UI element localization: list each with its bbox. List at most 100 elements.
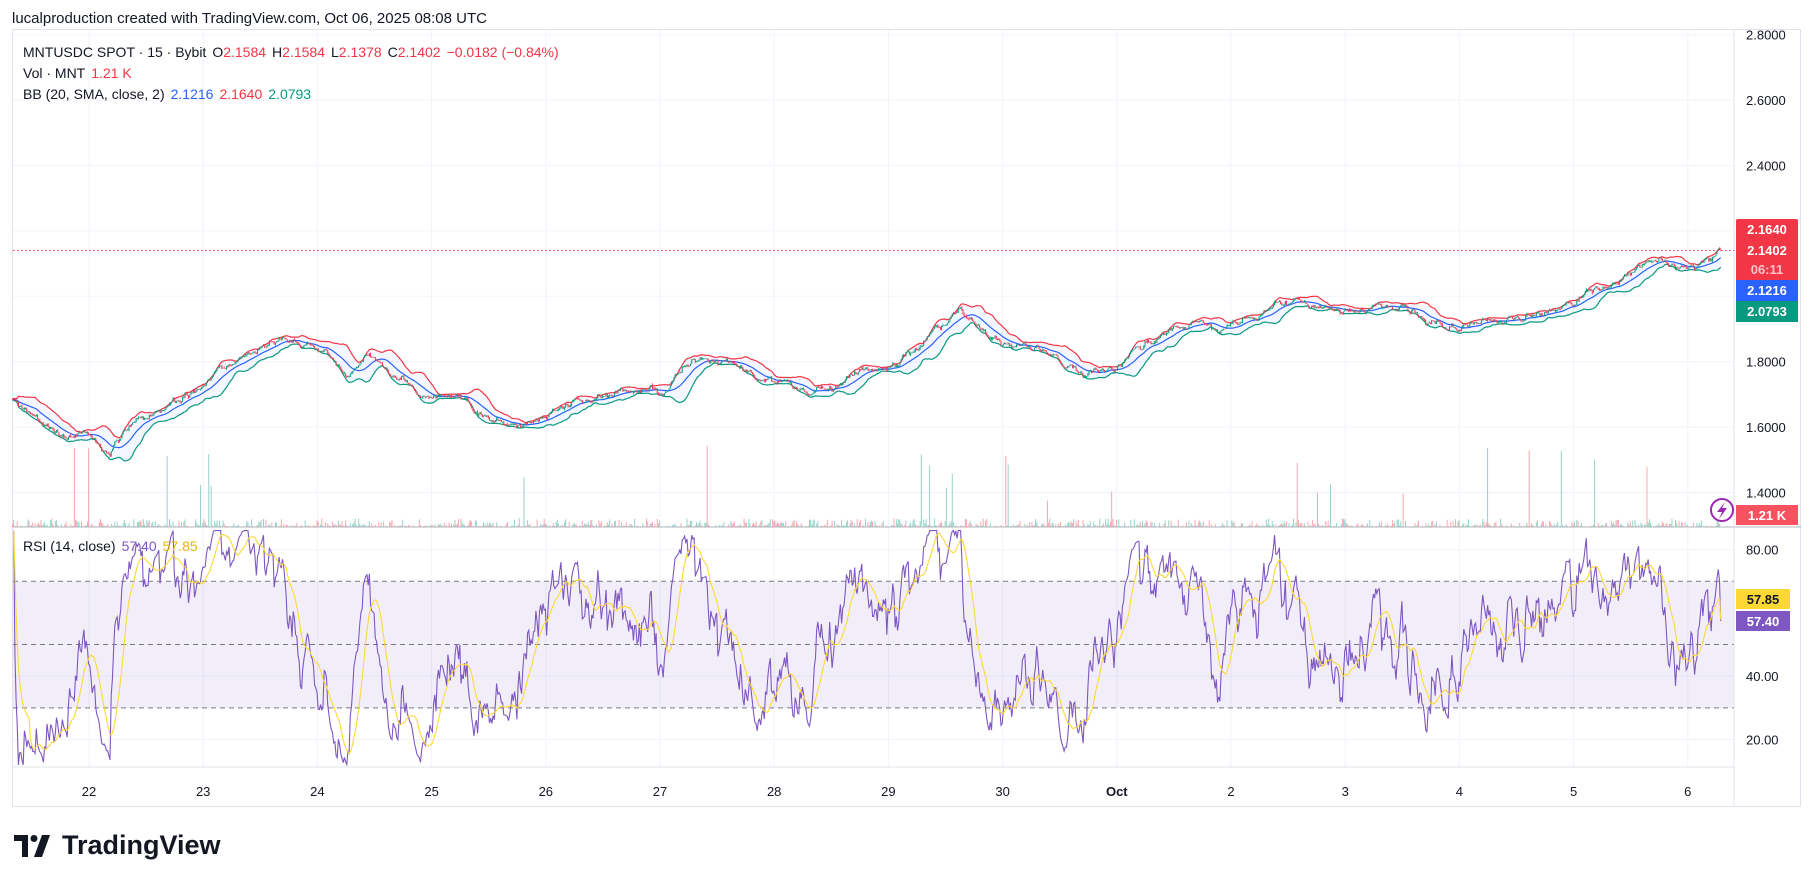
volume-bar (766, 524, 768, 527)
volume-bar (1532, 524, 1534, 527)
candle-body (1151, 343, 1153, 344)
candle-body (461, 398, 463, 400)
candle-body (180, 401, 182, 403)
volume-bar (1043, 523, 1045, 527)
volume-bar (1176, 525, 1178, 527)
volume-bar (172, 521, 174, 527)
candle-body (531, 422, 533, 423)
volume-bar (461, 522, 463, 527)
candle-body (1263, 310, 1265, 314)
candle-body (130, 424, 132, 427)
volume-bar (656, 518, 658, 527)
bb-lower-line (12, 263, 1722, 462)
candle-body (1513, 318, 1515, 320)
candle-body (1095, 368, 1097, 370)
volume-bar (617, 525, 619, 527)
candle-body (1333, 309, 1335, 311)
candle-body (1663, 260, 1665, 262)
candle-body (458, 395, 460, 397)
candle-body (1312, 305, 1314, 308)
candle-body (756, 378, 758, 381)
volume-bar (1151, 522, 1153, 527)
candle-body (1487, 318, 1489, 321)
candle-body (335, 361, 337, 366)
candle-body (1610, 285, 1612, 287)
candle-body (552, 409, 554, 412)
candle-body (1179, 327, 1180, 329)
candle-body (790, 382, 791, 383)
candle-body (234, 362, 236, 365)
volume-bar (1664, 525, 1666, 527)
volume-bar (1211, 524, 1213, 527)
candle-body (448, 394, 450, 396)
candle-body (1244, 316, 1246, 319)
candle-body (401, 376, 402, 380)
rsi-legend[interactable]: RSI (14, close) 57.40 57.85 (23, 538, 204, 554)
candle-body (1647, 260, 1649, 262)
candle-body (663, 393, 665, 396)
candle-body (801, 388, 803, 390)
candle-body (765, 379, 766, 382)
candle-body (1025, 343, 1027, 347)
candle-body (297, 342, 299, 344)
lightning-icon[interactable] (1710, 498, 1734, 522)
volume-bar (817, 520, 819, 527)
volume-bar (1326, 525, 1328, 527)
volume-legend[interactable]: Vol · MNT 1.21 K (23, 65, 138, 81)
volume-bar (424, 525, 426, 527)
volume-bar (1032, 525, 1034, 527)
candle-body (316, 348, 318, 350)
candle-body (1450, 326, 1452, 328)
volume-bar (464, 525, 466, 527)
volume-bar (1108, 524, 1110, 527)
volume-bar (81, 521, 82, 527)
candle-body (1401, 303, 1403, 306)
candle-body (323, 349, 325, 352)
volume-bar (805, 525, 807, 527)
candle-body (1014, 346, 1016, 348)
candle-body (64, 436, 66, 438)
volume-bar (944, 521, 946, 527)
candle-body (537, 420, 539, 422)
volume-bar (1700, 525, 1701, 527)
rsi-tick-label: 40.00 (1746, 669, 1779, 684)
candle-body (1418, 314, 1420, 318)
volume-bar (767, 524, 769, 527)
symbol-name[interactable]: MNTUSDC SPOT · 15 · Bybit (23, 44, 207, 60)
candle-body (289, 340, 291, 343)
candle-body (251, 353, 253, 355)
volume-bar (36, 524, 38, 527)
volume-bar (1188, 520, 1190, 527)
volume-bar (1641, 524, 1643, 527)
symbol-legend[interactable]: MNTUSDC SPOT · 15 · Bybit O2.1584 H2.1584 L… (23, 44, 565, 60)
candle-body (686, 364, 688, 367)
candle-body (792, 386, 794, 389)
candle-body (1483, 318, 1485, 320)
candle-body (1300, 299, 1302, 302)
candle-body (1446, 329, 1448, 330)
tradingview-logo[interactable]: TradingView (14, 830, 221, 861)
candle-body (845, 376, 847, 381)
bb-legend[interactable]: BB (20, SMA, close, 2) 2.1216 2.1640 2.0793 (23, 86, 317, 102)
volume-bar (811, 524, 813, 527)
volume-bar (41, 525, 43, 527)
volume-bar (506, 522, 508, 527)
candle-body (1126, 357, 1128, 359)
basis-value: 2.1216 (1747, 283, 1787, 298)
candle-body (477, 411, 479, 416)
volume-badge: 1.21 K (1736, 505, 1798, 525)
volume-bar (785, 521, 787, 527)
candle-body (358, 365, 360, 367)
volume-bar (812, 520, 814, 527)
candle-body (874, 369, 876, 371)
volume-bar (1297, 519, 1299, 527)
volume-bar (462, 524, 464, 527)
candle-body (1554, 310, 1556, 312)
candle-body (404, 379, 406, 382)
volume-bar (1046, 500, 1048, 527)
volume-bar (1399, 525, 1401, 527)
candle-body (684, 365, 686, 367)
volume-bar (1200, 522, 1202, 527)
candle-body (903, 354, 904, 357)
